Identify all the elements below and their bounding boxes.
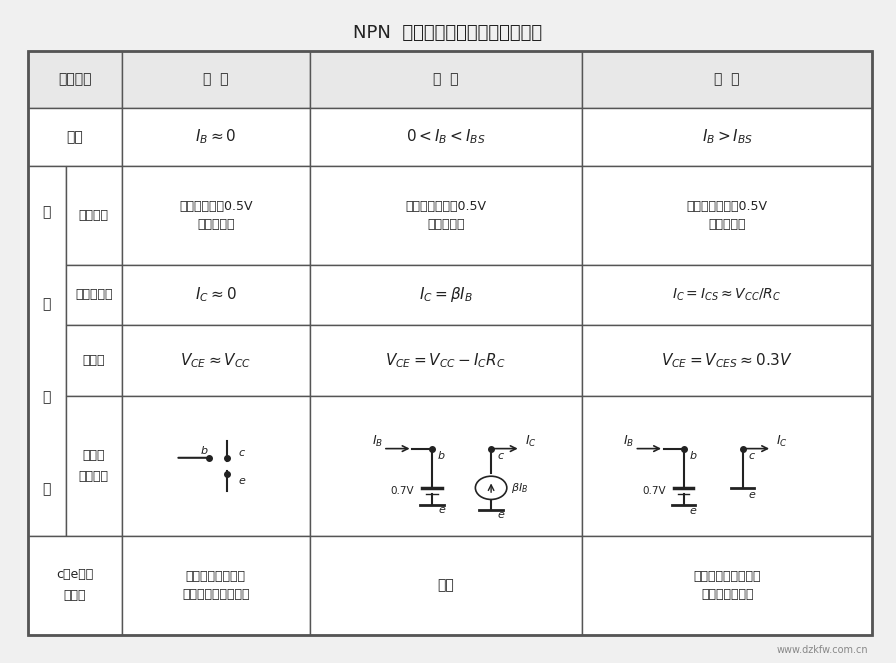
Text: $I_C\approx0$: $I_C\approx0$ xyxy=(195,286,237,304)
Text: 很大，约为数百千
欧，相当于开关断开: 很大，约为数百千 欧，相当于开关断开 xyxy=(182,570,249,601)
Text: $I_C$: $I_C$ xyxy=(776,434,788,449)
Bar xyxy=(122,108,309,166)
Text: $I_B>I_{BS}$: $I_B>I_{BS}$ xyxy=(702,127,753,147)
Text: 偏置情况: 偏置情况 xyxy=(79,209,108,222)
Text: $V_{CE}=V_{CES}\approx0.3V$: $V_{CE}=V_{CES}\approx0.3V$ xyxy=(661,351,793,370)
Bar xyxy=(28,108,122,166)
Bar xyxy=(309,265,582,325)
Text: $I_B$: $I_B$ xyxy=(623,434,634,449)
Text: e: e xyxy=(438,505,445,514)
Text: $\beta I_B$: $\beta I_B$ xyxy=(511,481,528,495)
Text: $I_B\approx0$: $I_B\approx0$ xyxy=(195,127,237,147)
Text: $I_C=\beta I_B$: $I_C=\beta I_B$ xyxy=(418,285,473,304)
Text: 近似的
等效电路: 近似的 等效电路 xyxy=(79,449,108,483)
Bar xyxy=(582,166,873,265)
Text: www.dzkfw.com.cn: www.dzkfw.com.cn xyxy=(776,645,868,655)
Text: $I_C$: $I_C$ xyxy=(524,434,537,449)
Text: 工: 工 xyxy=(43,205,51,219)
Text: b: b xyxy=(201,446,208,456)
Text: $I_C=I_{CS}\approx V_{CC}/R_C$: $I_C=I_{CS}\approx V_{CC}/R_C$ xyxy=(673,286,782,303)
Text: e: e xyxy=(238,476,245,486)
Bar xyxy=(65,166,122,265)
Text: $V_{CE}\approx V_{CC}$: $V_{CE}\approx V_{CC}$ xyxy=(180,351,251,370)
Bar xyxy=(28,51,873,635)
Text: c: c xyxy=(748,451,754,461)
Text: 放  大: 放 大 xyxy=(433,72,459,87)
Text: b: b xyxy=(690,451,696,461)
Bar xyxy=(309,396,582,536)
Text: NPN  型三极管三种工作状态的特点: NPN 型三极管三种工作状态的特点 xyxy=(353,25,543,42)
Text: b: b xyxy=(438,451,445,461)
Bar xyxy=(65,325,122,396)
Bar xyxy=(122,396,309,536)
Bar xyxy=(582,265,873,325)
Bar xyxy=(65,396,122,536)
Bar xyxy=(309,51,582,108)
Text: 特: 特 xyxy=(43,390,51,404)
Text: 截  止: 截 止 xyxy=(203,72,228,87)
Bar xyxy=(309,108,582,166)
Text: $V_{CE}=V_{CC}-I_CR_C$: $V_{CE}=V_{CC}-I_CR_C$ xyxy=(385,351,506,370)
Text: 可变: 可变 xyxy=(437,578,454,593)
Bar xyxy=(28,166,65,536)
Bar xyxy=(122,51,309,108)
Bar xyxy=(28,536,122,635)
Text: e: e xyxy=(497,511,504,520)
Bar xyxy=(309,325,582,396)
Circle shape xyxy=(476,476,507,499)
Text: 作: 作 xyxy=(43,297,51,312)
Bar xyxy=(309,536,582,635)
Text: c: c xyxy=(238,448,245,458)
Text: $0<I_B<I_{BS}$: $0<I_B<I_{BS}$ xyxy=(406,127,486,147)
Bar xyxy=(122,536,309,635)
Text: 0.7V: 0.7V xyxy=(391,486,415,496)
Text: 条件: 条件 xyxy=(66,130,83,144)
Text: 发射结电压＜0.5V
集电结反偏: 发射结电压＜0.5V 集电结反偏 xyxy=(179,200,253,231)
Bar xyxy=(309,166,582,265)
Bar xyxy=(122,325,309,396)
Text: $I_B$: $I_B$ xyxy=(372,434,383,449)
Text: c: c xyxy=(497,451,504,461)
Bar xyxy=(582,108,873,166)
Bar xyxy=(582,325,873,396)
Bar xyxy=(28,51,122,108)
Bar xyxy=(582,396,873,536)
Text: c、e间等
效内阻: c、e间等 效内阻 xyxy=(56,568,94,603)
Text: 饱  和: 饱 和 xyxy=(714,72,740,87)
Text: 点: 点 xyxy=(43,483,51,497)
Bar xyxy=(122,265,309,325)
Bar xyxy=(582,51,873,108)
Text: 0.7V: 0.7V xyxy=(642,486,666,496)
Text: e: e xyxy=(748,490,755,500)
Text: 管压降: 管压降 xyxy=(82,354,105,367)
Text: e: e xyxy=(690,506,696,516)
Bar xyxy=(65,265,122,325)
Bar xyxy=(122,166,309,265)
Text: 集电极电流: 集电极电流 xyxy=(75,288,113,302)
Text: 发射结正偏且＞0.5V
集电结反偏: 发射结正偏且＞0.5V 集电结反偏 xyxy=(405,200,487,231)
Text: 发射结正偏且＞0.5V
集电结正偏: 发射结正偏且＞0.5V 集电结正偏 xyxy=(686,200,768,231)
Text: 工作状态: 工作状态 xyxy=(58,72,91,87)
Bar xyxy=(582,536,873,635)
Text: 很小，约为数百欧，
相当于开关闭合: 很小，约为数百欧， 相当于开关闭合 xyxy=(694,570,761,601)
